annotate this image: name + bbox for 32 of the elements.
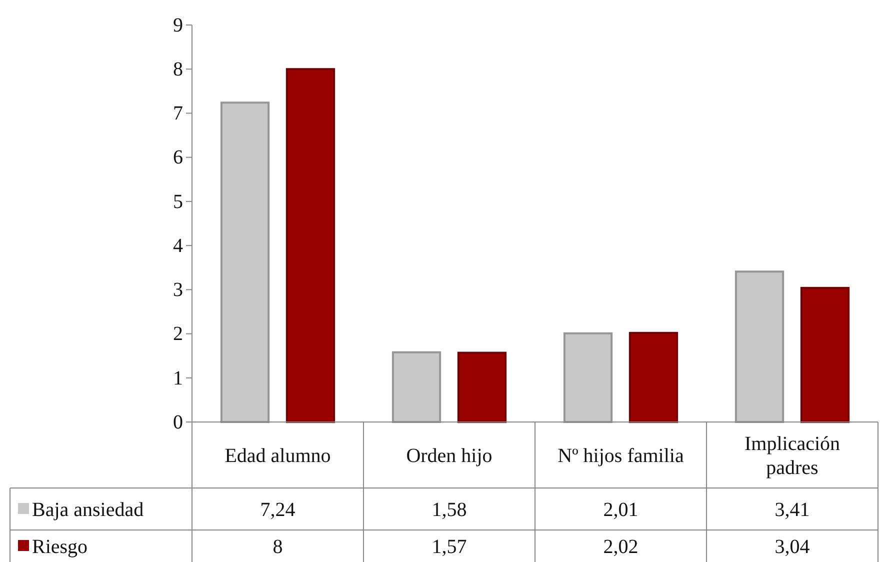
data-label: 2,01 bbox=[603, 499, 638, 521]
y-tick-label: 2 bbox=[173, 323, 183, 346]
y-tick-label: 7 bbox=[173, 102, 183, 125]
y-tick-label: 1 bbox=[173, 367, 183, 390]
bar bbox=[457, 352, 507, 423]
data-label: 7,24 bbox=[260, 499, 296, 521]
x-tick-label: Nº hijos familia bbox=[558, 445, 684, 467]
bar bbox=[734, 270, 784, 423]
y-tick-label: 6 bbox=[173, 146, 183, 169]
bar bbox=[286, 68, 336, 423]
data-label: 8 bbox=[272, 536, 283, 558]
data-label: 2,02 bbox=[603, 536, 638, 558]
data-label: 3,04 bbox=[774, 536, 810, 558]
y-tick-label: 9 bbox=[173, 14, 183, 36]
bar bbox=[563, 332, 613, 423]
legend-label: Riesgo bbox=[32, 536, 88, 558]
y-tick-label: 3 bbox=[173, 279, 183, 302]
bar bbox=[392, 351, 442, 423]
bar bbox=[800, 286, 850, 423]
y-tick-label: 0 bbox=[173, 411, 183, 434]
x-tick-label: Orden hijo bbox=[406, 445, 492, 467]
data-label: 1,58 bbox=[432, 499, 467, 521]
y-tick-label: 5 bbox=[173, 190, 183, 213]
legend-label: Baja ansiedad bbox=[32, 499, 144, 521]
x-tick-label: Edad alumno bbox=[224, 445, 331, 467]
bar bbox=[628, 332, 678, 423]
x-tick-label: Implicación padres bbox=[744, 433, 840, 479]
data-label: 1,57 bbox=[432, 536, 467, 558]
data-label: 3,41 bbox=[774, 499, 810, 521]
y-tick-label: 4 bbox=[173, 234, 183, 257]
y-tick-label: 8 bbox=[173, 58, 183, 81]
bar bbox=[220, 102, 270, 423]
